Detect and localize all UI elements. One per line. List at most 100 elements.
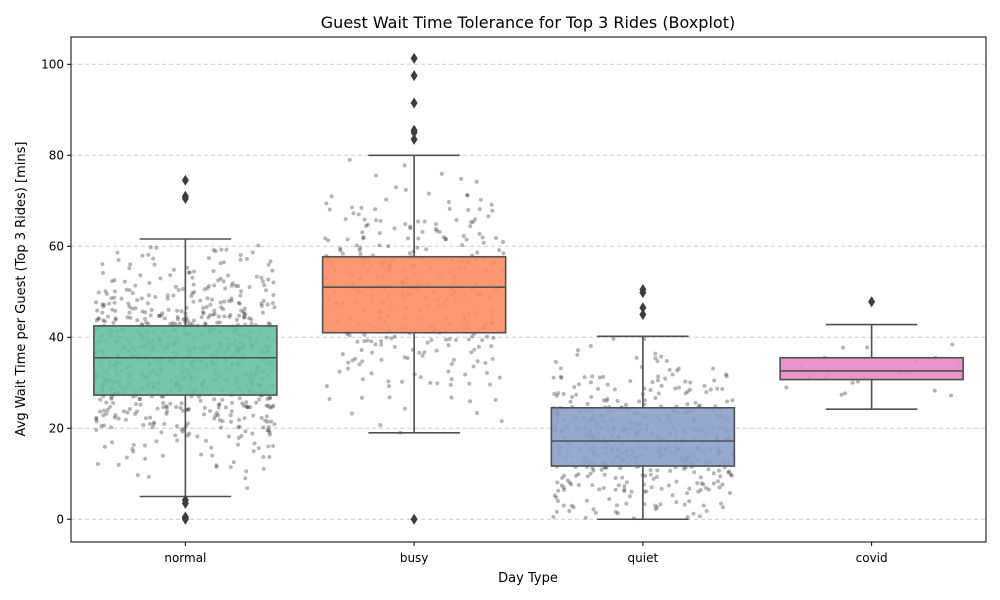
- jitter-point: [161, 405, 166, 410]
- jitter-point: [433, 222, 438, 227]
- jitter-point: [113, 413, 118, 418]
- jitter-point: [575, 352, 580, 357]
- jitter-point: [137, 396, 142, 401]
- jitter-point: [360, 230, 365, 235]
- jitter-point: [358, 245, 363, 250]
- jitter-point: [656, 391, 661, 396]
- jitter-point: [236, 425, 241, 430]
- jitter-point: [159, 430, 164, 435]
- jitter-point: [459, 176, 464, 181]
- outlier-busy: [410, 133, 418, 145]
- jitter-point: [720, 482, 725, 487]
- jitter-point: [623, 402, 628, 407]
- jitter-point: [122, 279, 127, 284]
- jitter-point: [648, 468, 653, 473]
- jitter-point: [377, 243, 382, 248]
- jitter-point: [365, 338, 370, 343]
- jitter-point: [112, 300, 117, 305]
- jitter-point: [242, 416, 247, 421]
- jitter-point: [362, 339, 367, 344]
- jitter-point: [228, 465, 233, 470]
- jitter-point: [256, 446, 261, 451]
- jitter-point: [221, 307, 226, 312]
- jitter-point: [674, 479, 679, 484]
- jitter-point: [351, 211, 356, 216]
- jitter-point: [130, 291, 135, 296]
- jitter-point: [157, 313, 162, 318]
- jitter-point: [213, 249, 218, 254]
- jitter-point: [103, 289, 108, 294]
- jitter-point: [260, 279, 265, 284]
- jitter-point: [668, 468, 673, 473]
- jitter-point: [105, 407, 110, 412]
- jitter-point: [704, 508, 709, 513]
- jitter-point: [493, 236, 498, 241]
- jitter-point: [229, 298, 234, 303]
- jitter-point: [127, 310, 132, 315]
- jitter-point: [706, 467, 711, 472]
- jitter-point: [146, 474, 151, 479]
- jitter-point: [685, 402, 690, 407]
- jitter-point: [656, 374, 661, 379]
- jitter-point: [441, 235, 446, 240]
- jitter-point: [361, 236, 366, 241]
- x-tick-label: normal: [164, 551, 206, 565]
- jitter-point: [574, 473, 579, 478]
- jitter-point: [254, 274, 259, 279]
- jitter-point: [186, 270, 191, 275]
- grid-layer: [71, 63, 986, 520]
- jitter-point: [704, 485, 709, 490]
- jitter-point: [493, 397, 498, 402]
- jitter-point: [142, 443, 147, 448]
- jitter-point: [340, 251, 345, 256]
- jitter-point: [104, 411, 109, 416]
- outlier-normal: [181, 190, 189, 202]
- jitter-point: [218, 276, 223, 281]
- jitter-point: [173, 284, 178, 289]
- y-tick-label: 80: [49, 148, 64, 162]
- jitter-point: [109, 395, 114, 400]
- jitter-point: [384, 335, 389, 340]
- jitter-point: [107, 405, 112, 410]
- jitter-point: [210, 312, 215, 317]
- jitter-point: [237, 424, 242, 429]
- jitter-point: [576, 348, 581, 353]
- jitter-point: [477, 207, 482, 212]
- jitter-point: [447, 336, 452, 341]
- jitter-point: [659, 486, 664, 491]
- jitter-point: [461, 234, 466, 239]
- jitter-point: [239, 289, 244, 294]
- y-tick-label: 20: [49, 421, 64, 435]
- jitter-point: [418, 375, 423, 380]
- jitter-point: [148, 313, 153, 318]
- plot-frame: [70, 36, 987, 543]
- jitter-point: [326, 238, 331, 243]
- jitter-point: [228, 313, 233, 318]
- jitter-point: [392, 344, 397, 349]
- jitter-point: [567, 480, 572, 485]
- jitter-point: [259, 301, 264, 306]
- jitter-point: [724, 372, 729, 377]
- jitter-point: [124, 287, 129, 292]
- jitter-point: [588, 380, 593, 385]
- jitter-point: [241, 309, 246, 314]
- jitter-point: [554, 495, 559, 500]
- jitter-point: [94, 419, 99, 424]
- jitter-point: [685, 389, 690, 394]
- tick-layer: 0 20 40 60 80 100 normal busy quiet covid: [41, 57, 888, 565]
- jitter-point: [561, 485, 566, 490]
- jitter-point: [448, 382, 453, 387]
- jitter-point: [173, 405, 178, 410]
- jitter-point: [323, 236, 328, 241]
- jitter-point: [601, 486, 606, 491]
- jitter-point: [475, 359, 480, 364]
- jitter-point: [131, 449, 136, 454]
- jitter-point: [112, 415, 117, 420]
- jitter-point: [124, 455, 129, 460]
- jitter-point: [360, 359, 365, 364]
- jitter-point: [472, 217, 477, 222]
- jitter-point: [272, 422, 277, 427]
- jitter-point: [389, 336, 394, 341]
- jitter-point: [554, 393, 559, 398]
- jitter-point: [264, 414, 269, 419]
